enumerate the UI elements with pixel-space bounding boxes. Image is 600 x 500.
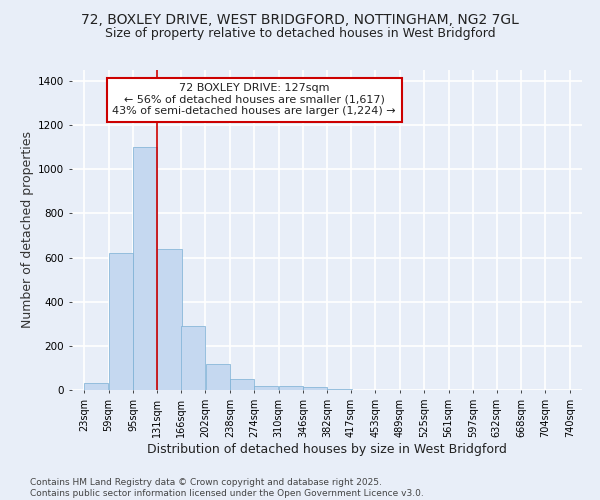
Bar (109, 253, 133, 390)
Bar (278, 386, 303, 390)
Y-axis label: Number of detached properties: Number of detached properties (21, 132, 34, 328)
Bar (85, 384, 109, 390)
Bar (157, 249, 182, 390)
Bar (254, 386, 278, 390)
Text: 72 BOXLEY DRIVE: 127sqm
← 56% of detached houses are smaller (1,617)
43% of semi: 72 BOXLEY DRIVE: 127sqm ← 56% of detache… (112, 83, 396, 116)
Text: 72, BOXLEY DRIVE, WEST BRIDGFORD, NOTTINGHAM, NG2 7GL: 72, BOXLEY DRIVE, WEST BRIDGFORD, NOTTIN… (81, 12, 519, 26)
Bar (181, 326, 205, 390)
X-axis label: Distribution of detached houses by size in West Bridgford: Distribution of detached houses by size … (147, 442, 507, 456)
Text: Contains HM Land Registry data © Crown copyright and database right 2025.
Contai: Contains HM Land Registry data © Crown c… (30, 478, 424, 498)
Text: Size of property relative to detached houses in West Bridgford: Size of property relative to detached ho… (104, 28, 496, 40)
Bar (303, 386, 327, 390)
Bar (133, 147, 157, 390)
Bar (206, 364, 230, 390)
Bar (230, 379, 254, 390)
Bar (328, 389, 352, 390)
